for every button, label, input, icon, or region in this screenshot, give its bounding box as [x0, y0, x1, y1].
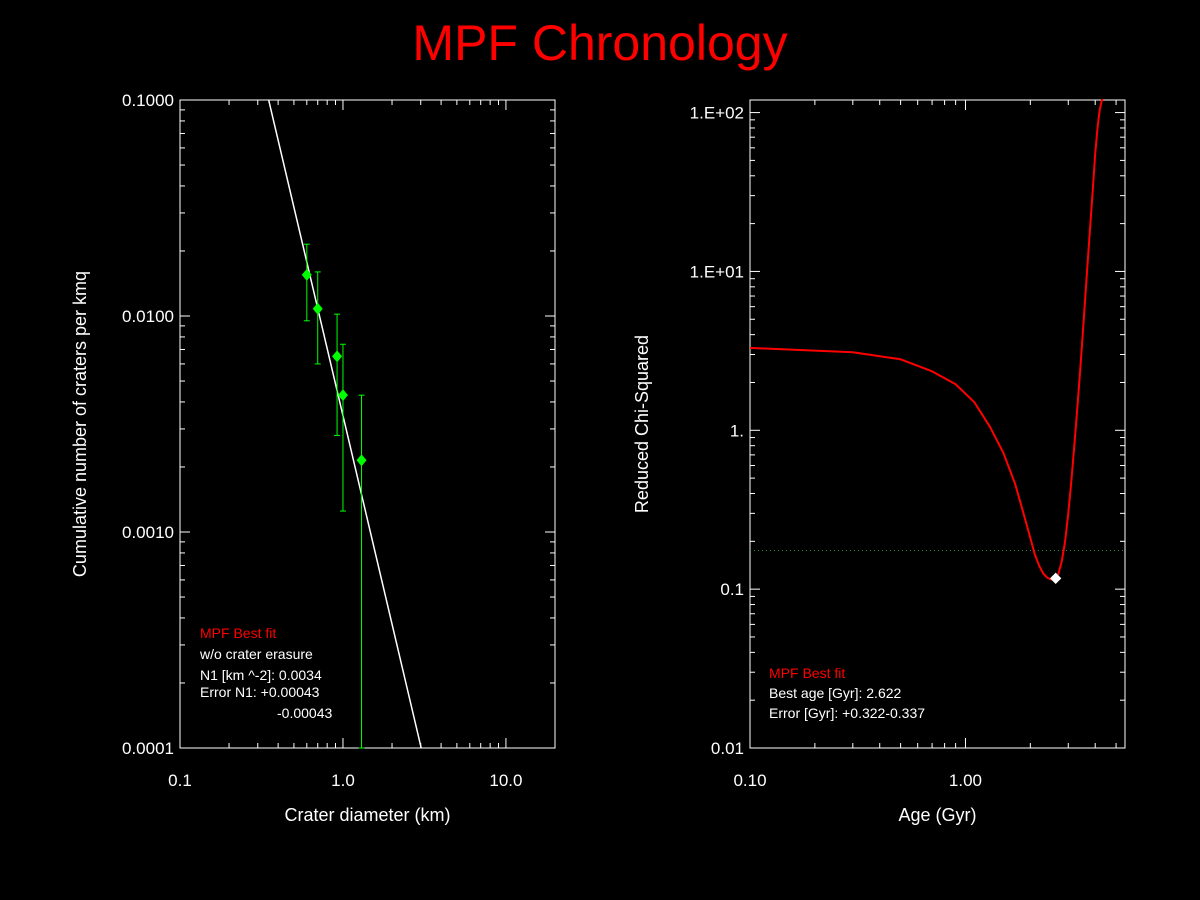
data-point [332, 350, 343, 363]
left-legend-line-1: w/o crater erasure [199, 646, 313, 662]
data-point [356, 454, 367, 467]
y-tick-label: 0.0001 [122, 739, 174, 758]
right-plot-frame [749, 99, 1126, 749]
chi-squared-panel: 0.10 1.00 0.01 0.1 1. 1.E+01 1.E+02 Age (Gyr)… [632, 99, 1126, 825]
left-legend-line-2: N1 [km ^-2]: 0.0034 [200, 667, 322, 683]
x-tick-label: 10.0 [489, 771, 522, 790]
left-x-axis-label: Crater diameter (km) [284, 805, 450, 825]
y-tick-label: 0.0010 [122, 523, 174, 542]
right-y-tick-labels: 0.01 0.1 1. 1.E+01 1.E+02 [690, 104, 744, 758]
best-fit-marker [1050, 572, 1062, 584]
y-tick-label: 0.1 [720, 580, 744, 599]
left-minor-ticks [179, 99, 556, 749]
right-x-tick-labels: 0.10 1.00 [733, 771, 982, 790]
right-legend-line-2: Error [Gyr]: +0.322-0.337 [769, 705, 925, 721]
y-tick-label: 1. [730, 421, 744, 440]
left-legend-line-4: -0.00043 [277, 705, 332, 721]
y-tick-label: 0.0100 [122, 307, 174, 326]
left-y-axis-label: Cumulative number of craters per kmq [70, 271, 90, 577]
right-y-axis-label: Reduced Chi-Squared [632, 335, 652, 513]
left-legend-line-3: Error N1: +0.00043 [200, 684, 320, 700]
y-tick-label: 0.1000 [122, 91, 174, 110]
data-points [301, 243, 367, 749]
data-point [312, 302, 323, 315]
left-plot-frame [179, 99, 556, 749]
fit-line [267, 99, 422, 749]
right-legend-heading: MPF Best fit [769, 665, 845, 681]
x-tick-label: 1.0 [331, 771, 355, 790]
y-tick-label: 1.E+01 [690, 262, 744, 281]
y-tick-label: 0.01 [711, 739, 744, 758]
left-legend: MPF Best fit w/o crater erasure N1 [km ^… [199, 625, 332, 721]
left-x-tick-labels: 0.1 1.0 10.0 [168, 771, 522, 790]
right-legend: MPF Best fit Best age [Gyr]: 2.622 Error… [769, 665, 925, 721]
right-minor-ticks [749, 100, 1125, 749]
right-legend-line-1: Best age [Gyr]: 2.622 [769, 685, 902, 701]
left-legend-heading: MPF Best fit [200, 625, 276, 641]
right-x-axis-label: Age (Gyr) [898, 805, 976, 825]
data-point [301, 268, 312, 281]
x-tick-label: 1.00 [949, 771, 982, 790]
crater-sfd-panel: 0.1 1.0 10.0 0.0001 0.0010 0.0100 0.1000 Crat… [70, 91, 556, 825]
chi-squared-curve [749, 99, 1104, 581]
chart-title: MPF Chronology [412, 15, 787, 71]
y-tick-label: 1.E+02 [690, 104, 744, 123]
data-point [337, 389, 348, 402]
left-y-tick-labels: 0.0001 0.0010 0.0100 0.1000 [122, 91, 174, 758]
x-tick-label: 0.1 [168, 771, 192, 790]
x-tick-label: 0.10 [733, 771, 766, 790]
